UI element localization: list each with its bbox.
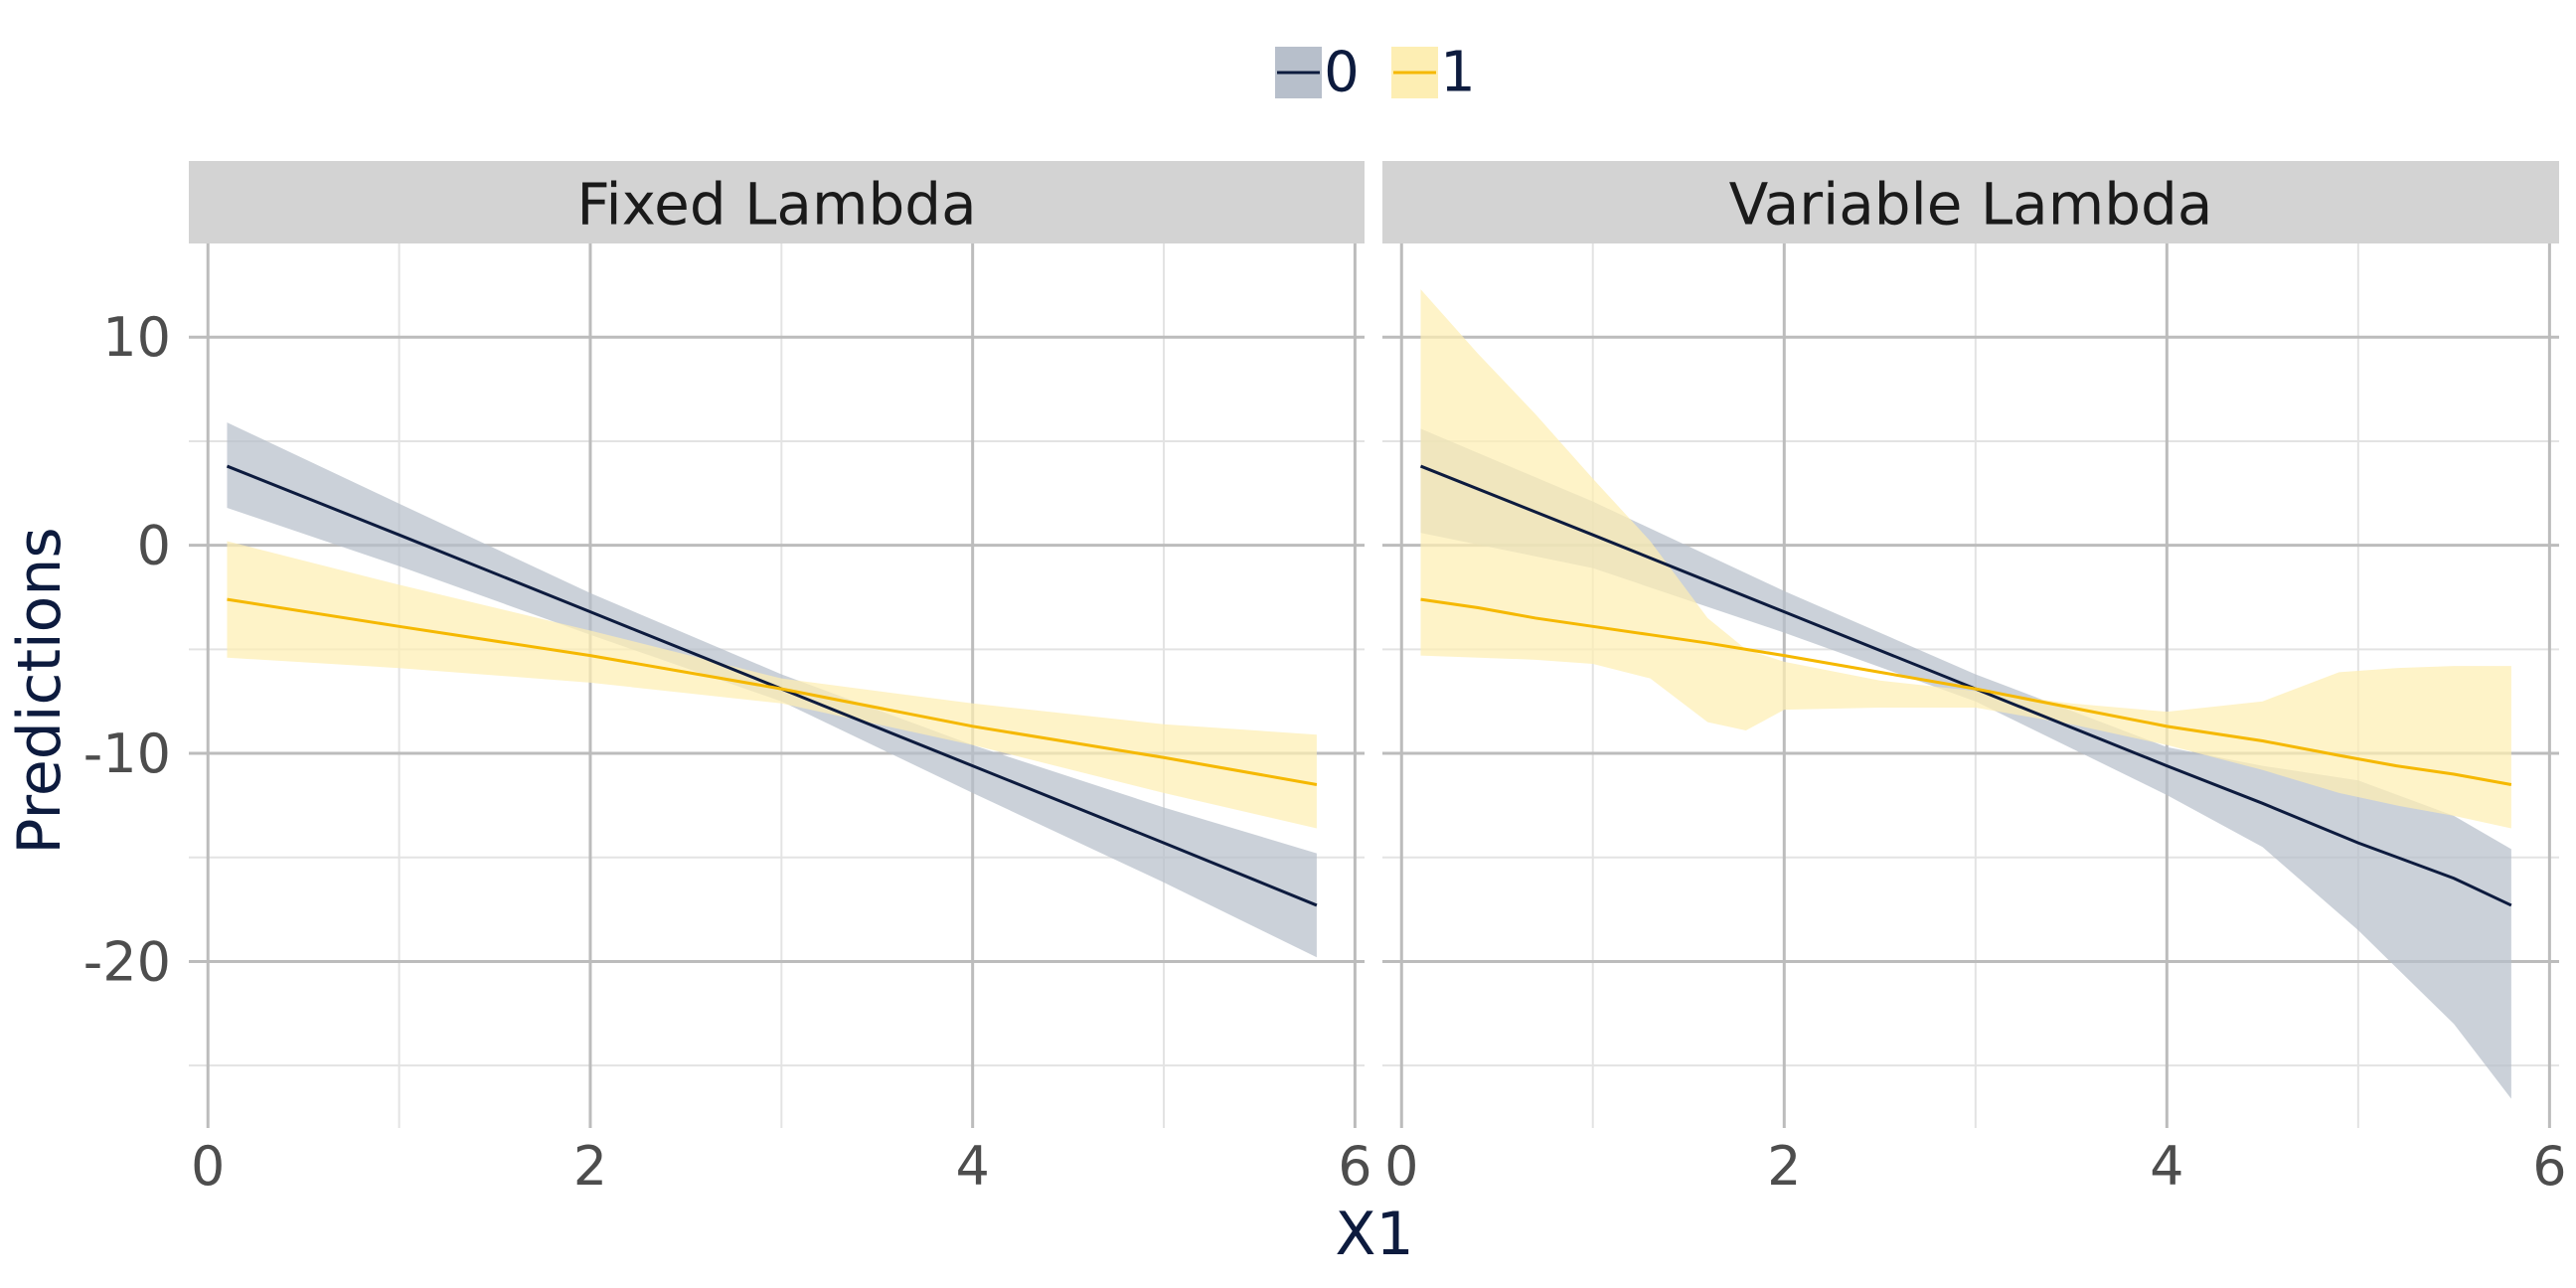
- x-axis-title: X1: [1335, 1200, 1413, 1269]
- x-tick-label: 6: [2532, 1135, 2566, 1198]
- line-series-1: [1420, 597, 2512, 786]
- panel-variable-lambda: Variable Lambda 0 2 4 6: [1382, 161, 2567, 1198]
- y-tick-label: -20: [83, 930, 171, 993]
- y-tick-label: 0: [137, 515, 171, 577]
- y-axis-labels: 10 0 -10 -20: [83, 306, 171, 993]
- x-tick-label: 0: [1384, 1135, 1418, 1198]
- y-tick-label: 10: [102, 306, 171, 369]
- legend-item-0: 0: [1275, 41, 1360, 105]
- panel-strip: [1382, 161, 2559, 243]
- panel-fixed-lambda: Fixed Lambda 0 2 4 6: [189, 161, 1372, 1198]
- ribbon-series-1: [1420, 289, 2511, 829]
- x-tick-label: 2: [1767, 1135, 1801, 1198]
- x-tick-label: 6: [1338, 1135, 1371, 1198]
- line-series-0: [1419, 464, 2512, 907]
- panels: Fixed Lambda 0 2 4 6 Variable Lambda 0 2 4 6: [189, 161, 2567, 1198]
- legend-label: 1: [1440, 41, 1476, 105]
- legend-item-1: 1: [1391, 41, 1476, 105]
- y-axis-title: Predictions: [5, 527, 75, 854]
- x-tick-label: 2: [573, 1135, 607, 1198]
- panel-strip: [189, 161, 1365, 243]
- line-series-1: [227, 597, 1318, 786]
- x-tick-label: 0: [191, 1135, 225, 1198]
- y-tick-label: -10: [83, 723, 171, 785]
- legend-label: 0: [1324, 41, 1360, 105]
- x-tick-label: 4: [955, 1135, 989, 1198]
- panel-title: Variable Lambda: [1729, 171, 2213, 239]
- ribbon-series-0: [1420, 428, 2511, 1099]
- panel-title: Fixed Lambda: [576, 171, 976, 239]
- x-tick-label: 4: [2150, 1135, 2183, 1198]
